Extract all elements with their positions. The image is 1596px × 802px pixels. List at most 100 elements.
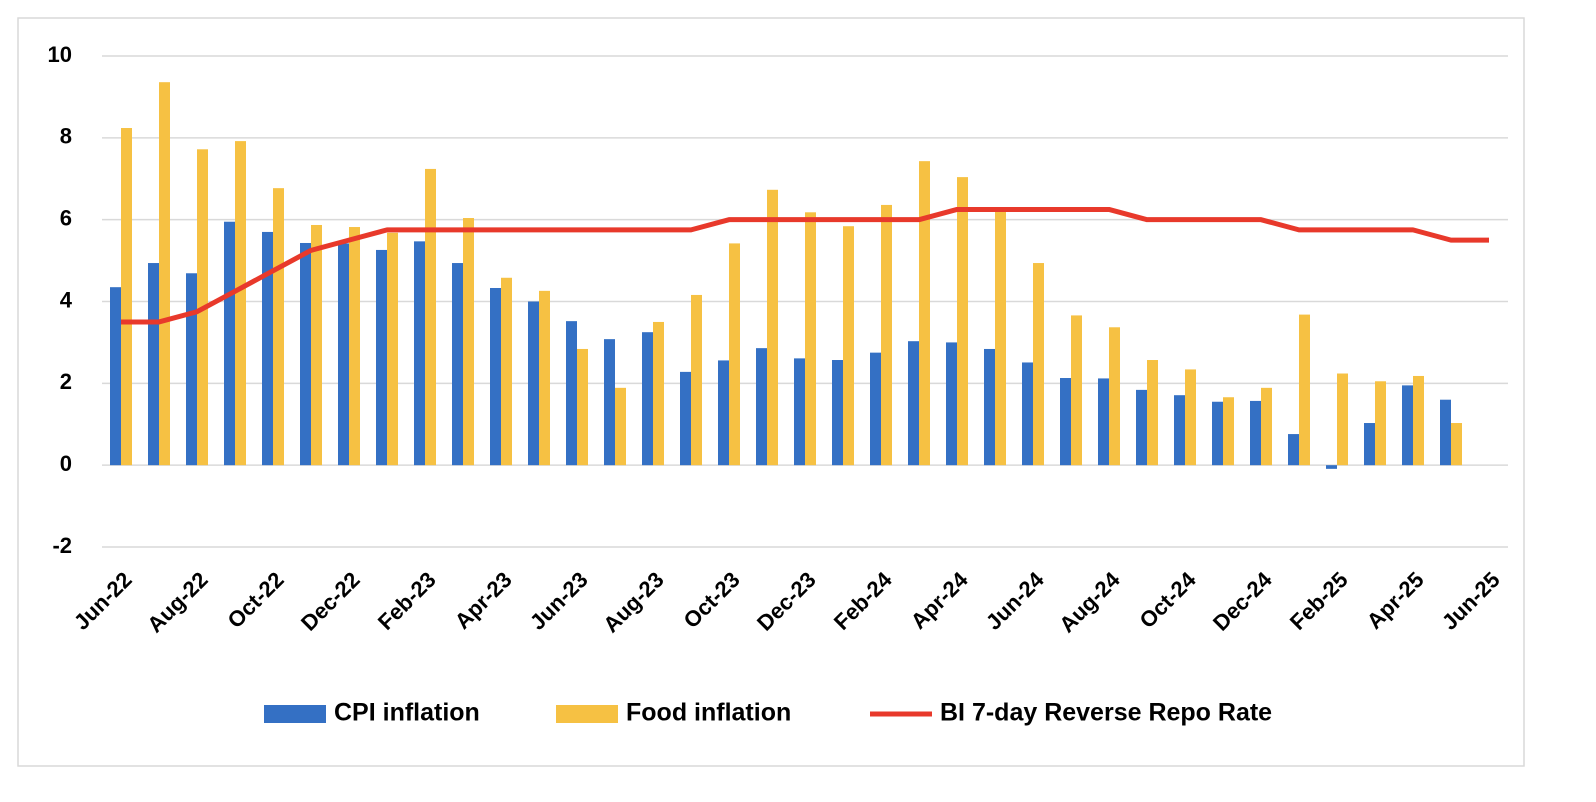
bar (121, 128, 132, 466)
bar (262, 231, 273, 466)
bar (729, 243, 740, 466)
x-tick-label: Feb-23 (373, 567, 441, 635)
bar (148, 263, 159, 466)
bar (1261, 387, 1272, 466)
bar (490, 287, 501, 466)
bar (1440, 399, 1451, 466)
x-tick-label: Apr-23 (450, 567, 517, 634)
bar (995, 209, 1006, 466)
bar (832, 360, 843, 466)
bar (680, 371, 691, 466)
bar (1174, 395, 1185, 466)
bar (1185, 369, 1196, 466)
bar (870, 352, 881, 466)
x-tick-label: Dec-22 (296, 567, 365, 636)
bar (1364, 423, 1375, 466)
x-tick-label: Oct-23 (679, 567, 745, 633)
bar (501, 277, 512, 466)
bar (528, 301, 539, 466)
x-tick-label: Dec-24 (1208, 566, 1277, 635)
legend-label: Food inflation (626, 699, 791, 727)
bar (767, 189, 778, 466)
bar (452, 263, 463, 466)
x-tick-label: Jun-24 (981, 566, 1049, 634)
bar (1288, 434, 1299, 466)
bar (881, 204, 892, 466)
x-tick-label: Feb-24 (829, 566, 897, 634)
y-tick-label: 4 (60, 287, 73, 312)
bar (376, 249, 387, 466)
x-tick-label: Jun-22 (69, 567, 137, 635)
bar (604, 339, 615, 466)
bar (311, 224, 322, 466)
bar (110, 287, 121, 466)
x-tick-label: Oct-22 (223, 567, 289, 633)
x-tick-label: Apr-24 (906, 566, 973, 633)
bar (1098, 378, 1109, 466)
bar (539, 290, 550, 466)
bar (615, 387, 626, 466)
bar (338, 243, 349, 466)
bar (718, 360, 729, 466)
bar (186, 273, 197, 466)
bar (805, 212, 816, 466)
bar (653, 321, 664, 466)
bar (1071, 315, 1082, 466)
bar (1250, 400, 1261, 466)
y-tick-label: 10 (48, 42, 72, 67)
bar (159, 82, 170, 466)
x-tick-label: Aug-24 (1054, 566, 1125, 637)
y-tick-label: 2 (60, 369, 72, 394)
bar (387, 232, 398, 466)
bar (1413, 375, 1424, 466)
x-tick-label: Aug-23 (598, 567, 668, 637)
bar (1337, 373, 1348, 466)
bar (1402, 385, 1413, 466)
bar (1147, 360, 1158, 466)
x-tick-label: Jun-23 (525, 567, 593, 635)
x-tick-label: Jun-25 (1437, 567, 1505, 635)
bar (843, 226, 854, 466)
bar (235, 141, 246, 466)
bar (1033, 263, 1044, 466)
legend-label: CPI inflation (334, 699, 480, 727)
bar (1022, 362, 1033, 466)
bar (425, 168, 436, 466)
bar (1109, 327, 1120, 466)
bar (463, 218, 474, 466)
bar (273, 188, 284, 466)
y-tick-label: 8 (60, 124, 72, 149)
bar (1326, 465, 1337, 469)
bar (984, 348, 995, 466)
y-tick-label: 0 (60, 451, 72, 476)
bar (1060, 378, 1071, 466)
bar (957, 177, 968, 466)
x-tick-label: Apr-25 (1362, 567, 1429, 634)
bar (794, 358, 805, 466)
bar (908, 341, 919, 466)
x-tick-label: Aug-22 (142, 567, 212, 637)
bar (349, 227, 360, 466)
bar (756, 348, 767, 466)
legend-swatch (264, 705, 326, 723)
x-tick-label: Oct-24 (1135, 566, 1202, 633)
bar (566, 321, 577, 466)
bar (577, 348, 588, 466)
legend-swatch (556, 705, 618, 723)
bar (919, 161, 930, 466)
chart-frame (17, 17, 1525, 767)
bar (691, 294, 702, 466)
bar (224, 221, 235, 466)
bar (642, 332, 653, 466)
bar (1212, 401, 1223, 466)
x-tick-label: Feb-25 (1285, 567, 1353, 635)
line (121, 206, 1489, 325)
bar (414, 241, 425, 466)
x-tick-label: Dec-23 (752, 567, 821, 636)
legend-label: BI 7-day Reverse Repo Rate (940, 699, 1272, 727)
bar (1223, 397, 1234, 466)
bar (1451, 423, 1462, 466)
y-tick-label: 6 (60, 205, 72, 230)
bar (1375, 381, 1386, 466)
